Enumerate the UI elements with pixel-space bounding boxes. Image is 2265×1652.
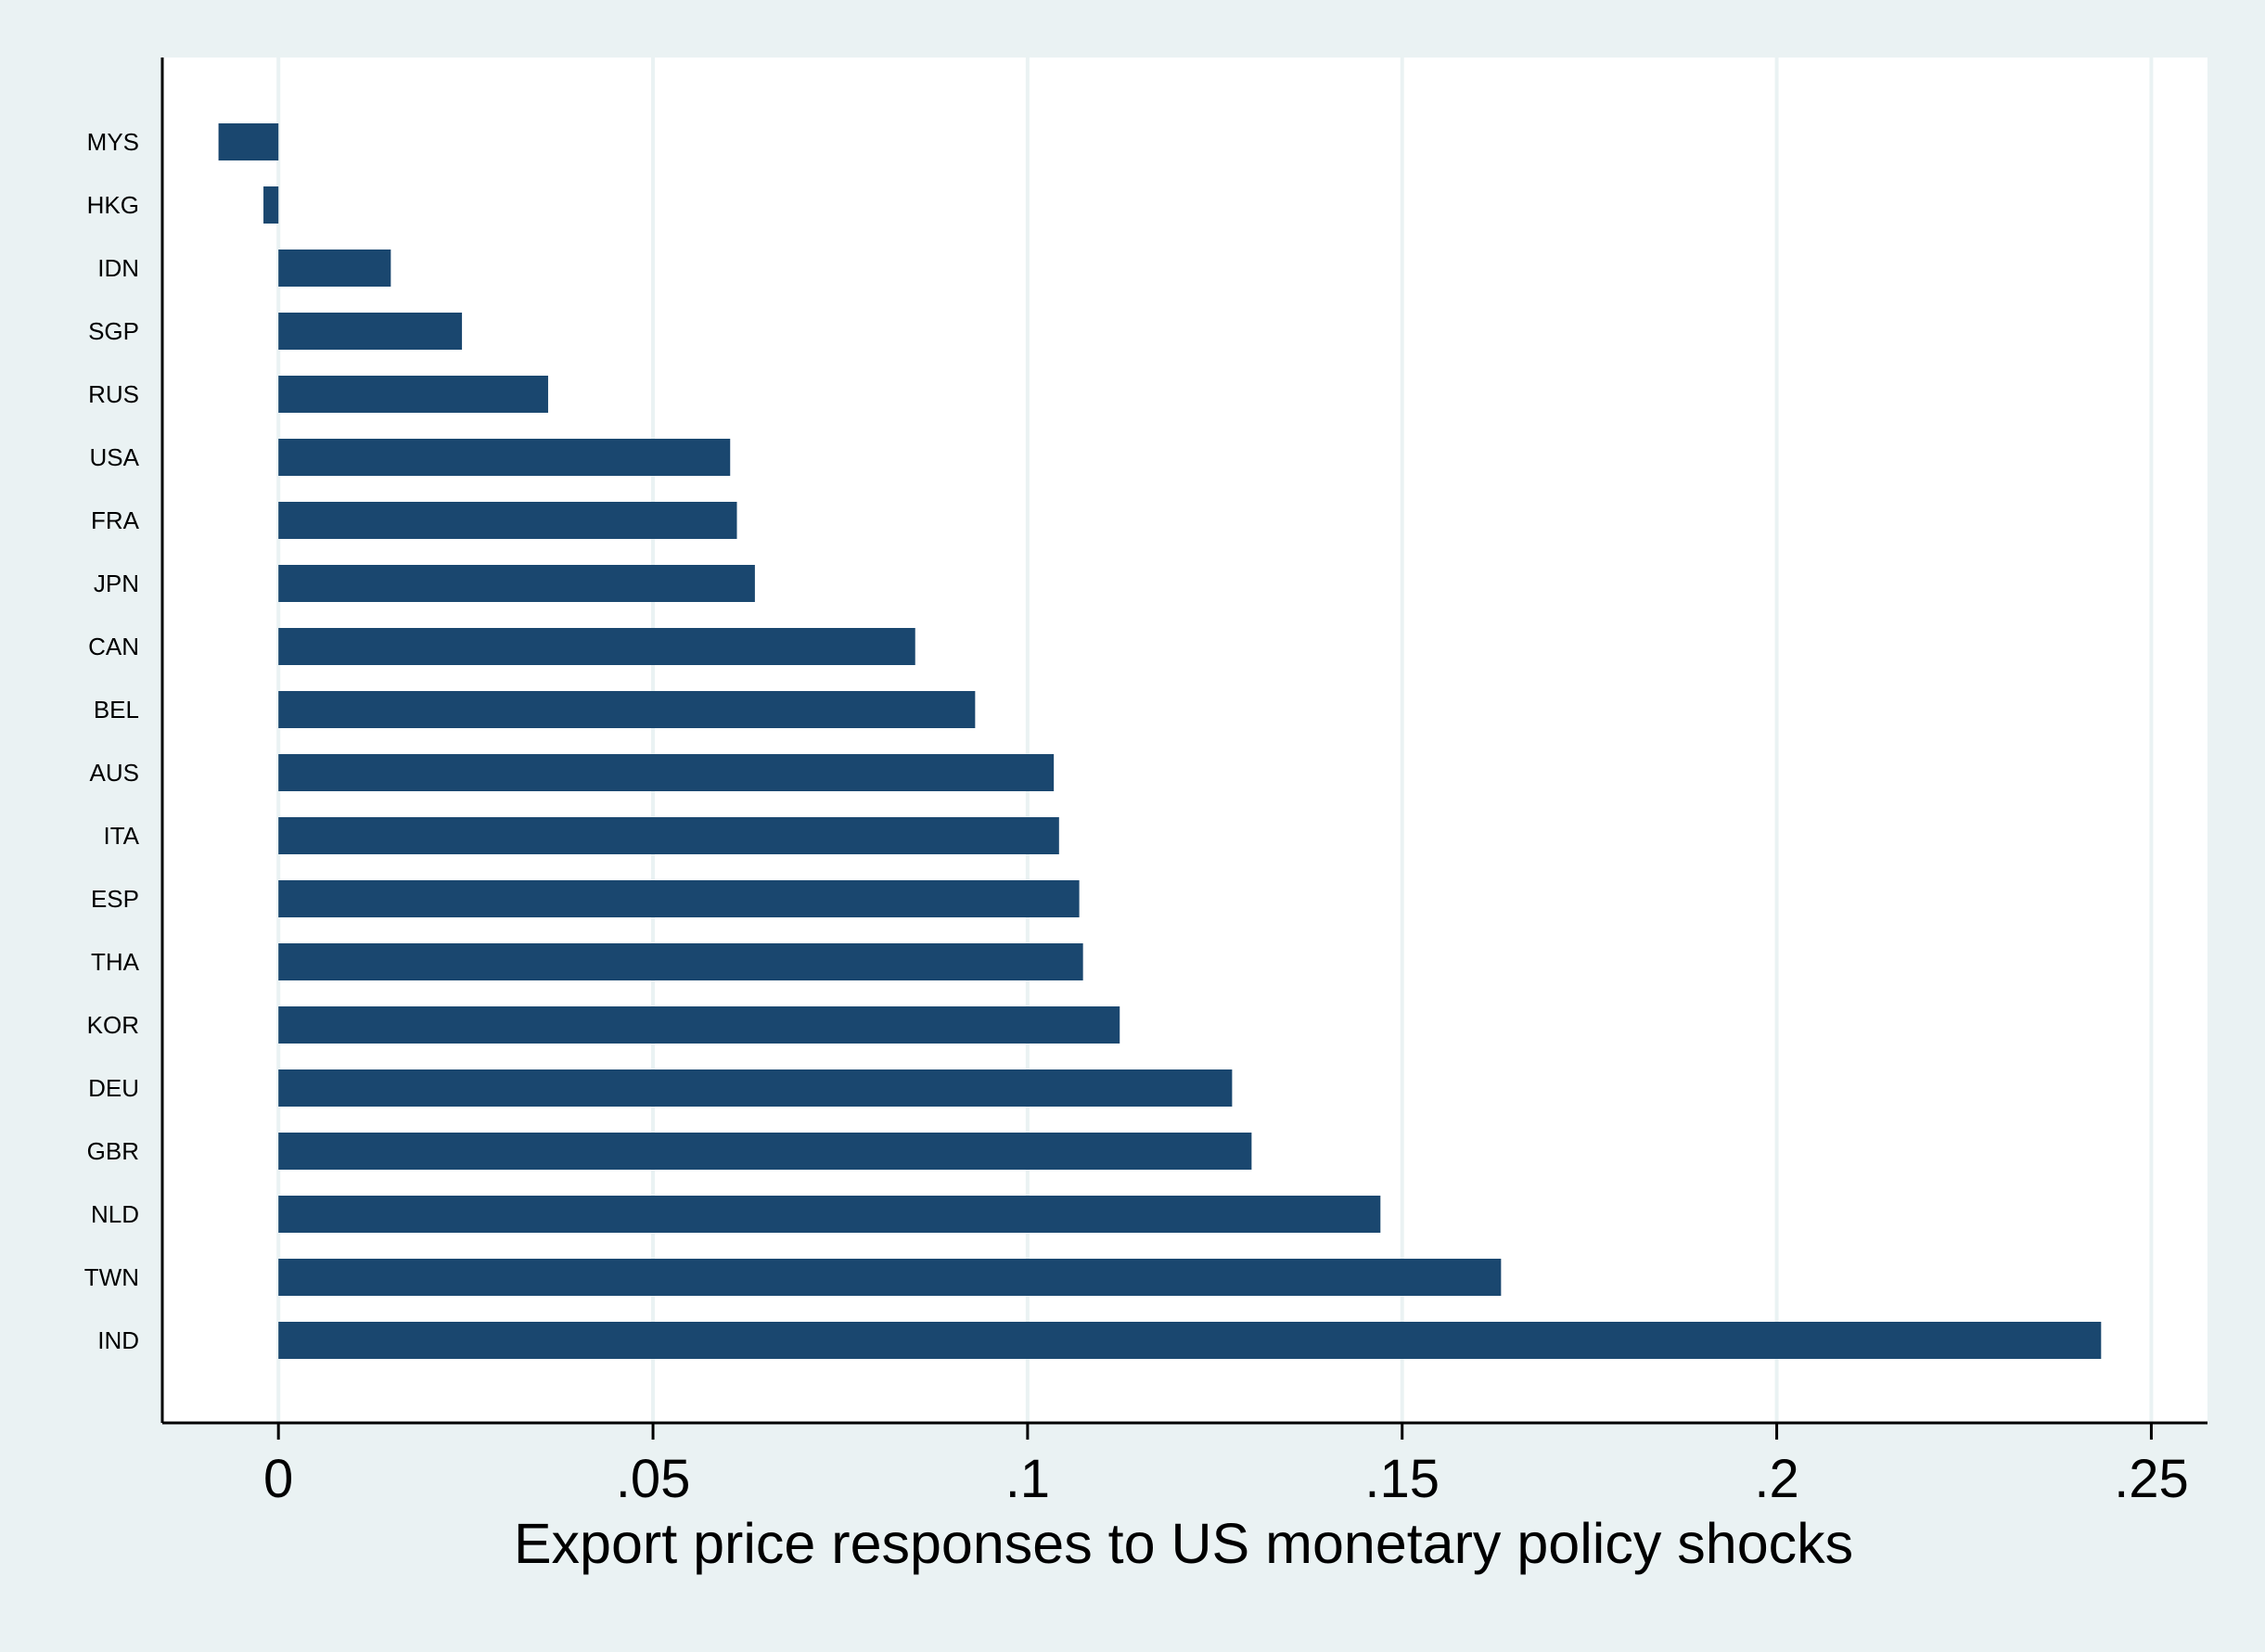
category-label: SGP [88,317,139,345]
x-tick-label: .25 [2114,1449,2189,1509]
bar [278,880,1080,917]
x-tick-label: .2 [1754,1449,1798,1509]
bar [278,1006,1120,1044]
x-tick-label: .05 [616,1449,691,1509]
bar [278,376,548,413]
bar [278,817,1059,854]
category-label: IDN [97,254,139,282]
category-label: HKG [87,191,139,219]
category-label: IND [97,1326,139,1354]
x-axis-title: Export price responses to US monetary po… [514,1512,1853,1575]
bar [263,186,279,224]
category-labels: MYS HKG IDN SGP RUS USA FRA JPN CAN BEL AUS ITA ESP T… [84,128,140,1354]
bar [278,565,755,602]
bar [278,1196,1381,1233]
bars [218,123,2102,1359]
category-label: ESP [91,885,139,913]
bar [278,439,731,476]
x-tick-label: .15 [1364,1449,1440,1509]
bar [218,123,279,160]
bar [278,943,1083,980]
category-label: NLD [91,1200,139,1228]
category-label: KOR [87,1011,139,1039]
bar [278,1322,2102,1359]
bar [278,250,391,287]
bar [278,754,1055,791]
bar [278,628,915,665]
category-label: DEU [88,1074,139,1102]
category-label: AUS [90,759,139,787]
category-label: CAN [88,633,139,660]
bar [278,313,463,350]
bar [278,1069,1233,1107]
category-label: FRA [91,506,140,534]
bar [278,1133,1252,1170]
plot-area [162,58,2207,1423]
bar [278,502,737,539]
x-ticks: 0 .05 .1 .15 .2 .25 [263,1423,2189,1509]
x-tick-label: .1 [1005,1449,1050,1509]
category-label: TWN [84,1263,139,1291]
category-label: GBR [87,1137,139,1165]
bar [278,1259,1502,1296]
category-label: JPN [94,570,139,597]
x-tick-label: 0 [263,1449,293,1509]
category-label: MYS [87,128,139,156]
category-label: ITA [103,822,139,850]
category-label: THA [91,948,140,976]
category-label: BEL [94,696,139,724]
bar [278,691,976,728]
category-label: RUS [88,380,139,408]
category-label: USA [90,443,140,471]
